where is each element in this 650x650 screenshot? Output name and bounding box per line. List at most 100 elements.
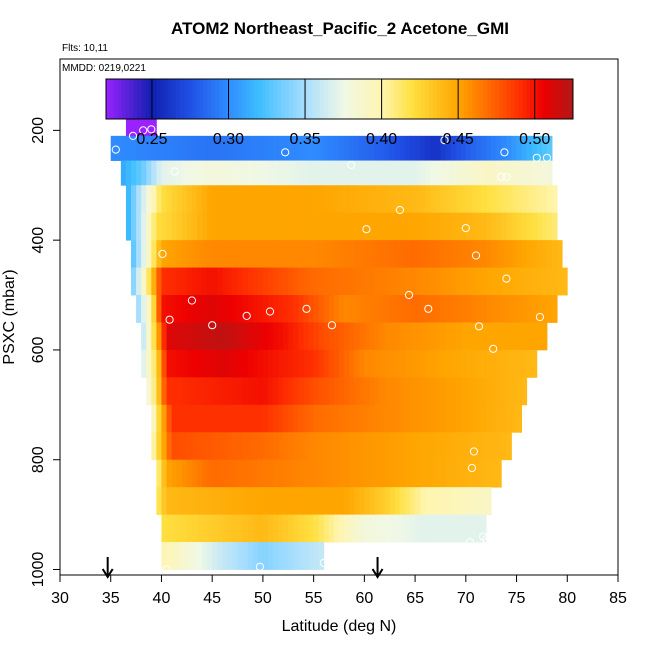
observation-point bbox=[542, 153, 552, 162]
heatmap-cell-row-11 bbox=[298, 404, 304, 433]
heatmap-cell-row-8 bbox=[410, 322, 416, 351]
heatmap-cell-row-13 bbox=[171, 459, 178, 488]
heatmap-cell-row-9 bbox=[379, 349, 386, 378]
heatmap-cell-row-10 bbox=[217, 377, 223, 406]
heatmap-cell-row-1 bbox=[460, 135, 467, 161]
heatmap-cell-row-3 bbox=[125, 185, 132, 214]
heatmap-cell-row-2 bbox=[379, 160, 386, 186]
heatmap-cell-row-5 bbox=[339, 240, 345, 268]
heatmap-cell-row-7 bbox=[171, 295, 178, 323]
heatmap-cell-row-11 bbox=[202, 404, 208, 433]
heatmap-cell-row-2 bbox=[191, 160, 198, 186]
heatmap-cell-row-7 bbox=[181, 295, 188, 323]
heatmap-cell-row-14 bbox=[481, 487, 487, 516]
heatmap-cell-row-10 bbox=[349, 377, 355, 406]
heatmap-cell-row-12 bbox=[384, 432, 391, 461]
heatmap-cell-row-3 bbox=[131, 185, 137, 214]
heatmap-cell-row-4 bbox=[247, 212, 254, 241]
observation-point bbox=[255, 562, 264, 571]
colorbar-cell bbox=[164, 79, 169, 119]
heatmap-cell-row-15 bbox=[374, 514, 380, 543]
heatmap-cell-row-0 bbox=[151, 113, 157, 137]
heatmap-cell-row-12 bbox=[491, 432, 497, 461]
colorbar-cell bbox=[526, 79, 531, 119]
heatmap-cell-row-14 bbox=[328, 487, 335, 516]
heatmap-cell-row-9 bbox=[262, 349, 269, 378]
heatmap-cell-row-7 bbox=[176, 295, 183, 323]
heatmap-cell-row-8 bbox=[496, 322, 502, 351]
heatmap-cell-row-15 bbox=[404, 514, 411, 543]
arrow-down-head bbox=[371, 568, 384, 579]
heatmap-cell-row-9 bbox=[227, 349, 233, 378]
heatmap-cell-row-11 bbox=[491, 404, 497, 433]
heatmap-cell-row-10 bbox=[486, 377, 492, 406]
heatmap-cell-row-3 bbox=[313, 185, 320, 214]
heatmap-cell-row-15 bbox=[257, 514, 264, 543]
colorbar-frame bbox=[105, 78, 574, 120]
heatmap-cell-row-12 bbox=[278, 432, 284, 461]
heatmap-cell-row-1 bbox=[526, 135, 533, 161]
heatmap-cell-row-13 bbox=[470, 459, 477, 488]
heatmap-cell-row-14 bbox=[278, 487, 284, 516]
colorbar-cell bbox=[390, 79, 395, 119]
heatmap-cell-row-3 bbox=[475, 185, 482, 214]
heatmap-cell-row-11 bbox=[196, 404, 203, 433]
heatmap-cell-row-9 bbox=[521, 349, 528, 378]
heatmap-cell-row-1 bbox=[546, 135, 553, 161]
colorbar-cell bbox=[285, 79, 290, 119]
colorbar-cell bbox=[183, 79, 189, 119]
heatmap-cell-row-8 bbox=[420, 322, 426, 351]
heatmap-cell-row-9 bbox=[151, 349, 157, 378]
heatmap-cell-row-11 bbox=[207, 404, 213, 433]
colorbar-cell bbox=[172, 79, 177, 119]
colorbar-cell bbox=[234, 79, 239, 119]
heatmap-cell-row-10 bbox=[410, 377, 416, 406]
colorbar-cell bbox=[238, 79, 243, 119]
heatmap-cell-row-5 bbox=[278, 240, 284, 268]
heatmap-cell-row-5 bbox=[541, 240, 548, 268]
heatmap-cell-row-7 bbox=[242, 295, 249, 323]
colorbar-cell bbox=[370, 79, 375, 119]
colorbar-cell bbox=[557, 79, 562, 119]
heatmap-cell-row-15 bbox=[323, 514, 330, 543]
heatmap-cell-row-9 bbox=[171, 349, 178, 378]
colorbar-tick-label: 0.50 bbox=[519, 131, 550, 148]
heatmap-cell-row-3 bbox=[516, 185, 523, 214]
heatmap-cell-row-8 bbox=[364, 322, 370, 351]
heatmap-cell-row-1 bbox=[146, 135, 152, 161]
heatmap-cell-row-11 bbox=[415, 404, 421, 433]
heatmap-cell-row-13 bbox=[288, 459, 294, 488]
observation-point bbox=[302, 304, 311, 313]
heatmap-cell-row-15 bbox=[202, 514, 208, 543]
heatmap-cell-row-14 bbox=[470, 487, 477, 516]
heatmap-cell-row-3 bbox=[384, 185, 391, 214]
heatmap-cell-row-15 bbox=[349, 514, 355, 543]
colorbar-cell bbox=[499, 79, 504, 119]
heatmap-cell-row-2 bbox=[404, 160, 411, 186]
heatmap-cell-row-3 bbox=[262, 185, 269, 214]
heatmap-cell-row-10 bbox=[267, 377, 274, 406]
heatmap-cell-row-8 bbox=[501, 322, 507, 351]
heatmap-cell-row-6 bbox=[333, 267, 340, 296]
heatmap-cell-row-4 bbox=[506, 212, 512, 241]
heatmap-cell-row-1 bbox=[303, 135, 309, 161]
heatmap-cell-row-3 bbox=[303, 185, 309, 214]
observation-point bbox=[497, 172, 506, 182]
heatmap-cell-row-16 bbox=[283, 542, 289, 570]
colorbar-cell bbox=[218, 79, 224, 119]
heatmap-cell-row-13 bbox=[212, 459, 218, 488]
heatmap-cell-row-5 bbox=[237, 240, 244, 268]
heatmap-cell-row-10 bbox=[481, 377, 487, 406]
colorbar-cell bbox=[304, 79, 309, 119]
x-tick-label: 30 bbox=[51, 590, 69, 607]
heatmap-cell-row-7 bbox=[202, 295, 208, 323]
heatmap-cell-row-1 bbox=[252, 135, 259, 161]
heatmap-cell-row-3 bbox=[196, 185, 203, 214]
heatmap-cell-row-11 bbox=[465, 404, 472, 433]
heatmap-cell-row-13 bbox=[364, 459, 370, 488]
heatmap-cell-row-3 bbox=[374, 185, 380, 214]
colorbar-tick-label: 0.25 bbox=[136, 131, 167, 148]
colorbar-cell bbox=[242, 79, 247, 119]
observation-point bbox=[440, 136, 449, 145]
colorbar-cell bbox=[273, 79, 278, 119]
